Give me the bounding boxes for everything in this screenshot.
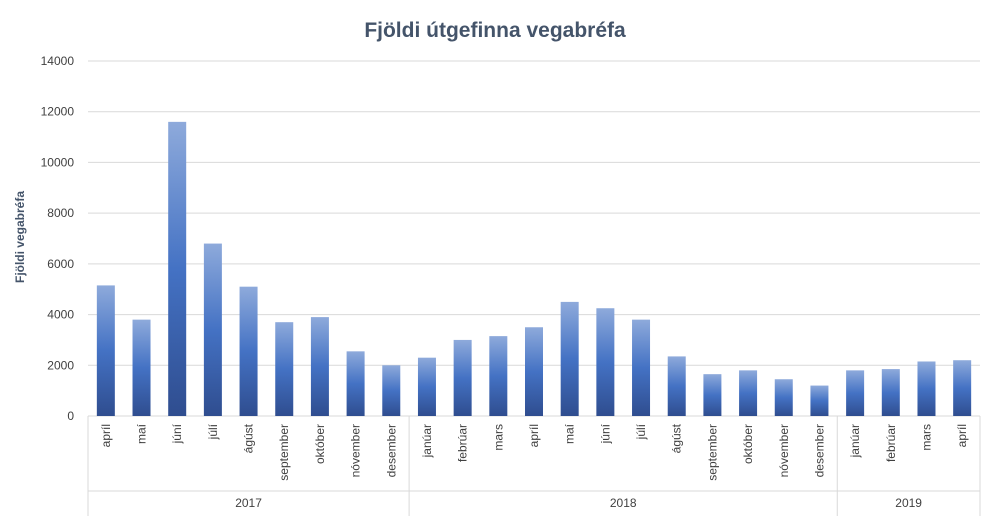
x-tick-label: apríl — [955, 424, 969, 447]
year-label: 2017 — [235, 496, 262, 510]
x-tick-label: mars — [919, 424, 933, 451]
bar — [239, 286, 258, 416]
x-tick-label: febrúar — [884, 424, 898, 462]
x-tick-label: júlí — [634, 423, 648, 440]
y-tick-label: 6000 — [47, 257, 74, 271]
chart-title: Fjöldi útgefinna vegabréfa — [364, 19, 626, 42]
x-tick-label: september — [277, 424, 291, 481]
x-tick-label: júní — [598, 423, 612, 444]
x-tick-label: nóvember — [349, 424, 363, 477]
bar — [774, 379, 793, 416]
bars — [96, 121, 972, 416]
bar — [382, 365, 401, 416]
y-axis-ticks: 0 2000 4000 6000 8000 10000 12000 14000 — [41, 54, 75, 423]
x-tick-label: ágúst — [670, 423, 684, 453]
y-tick-label: 12000 — [41, 105, 75, 119]
year-label: 2018 — [610, 496, 637, 510]
x-tick-label: júlí — [206, 423, 220, 440]
x-tick-label: september — [705, 424, 719, 481]
bar — [489, 336, 508, 416]
bar — [346, 351, 365, 416]
bar — [632, 319, 651, 416]
bar — [846, 370, 865, 416]
x-tick-label: nóvember — [777, 424, 791, 477]
y-tick-label: 2000 — [47, 358, 74, 372]
bar — [168, 121, 187, 416]
bar — [703, 374, 722, 416]
bar — [310, 317, 329, 416]
year-groups: 2017 2018 2019 — [87, 416, 981, 516]
y-tick-label: 4000 — [47, 308, 74, 322]
x-tick-label: ágúst — [242, 423, 256, 453]
year-label: 2019 — [895, 496, 922, 510]
y-tick-label: 14000 — [41, 54, 75, 68]
bar — [525, 327, 543, 416]
bar — [132, 319, 151, 416]
bar — [917, 361, 936, 416]
bar — [881, 369, 900, 416]
bar — [953, 360, 972, 416]
x-tick-label: apríl — [527, 424, 541, 447]
bar — [560, 301, 579, 416]
x-tick-label: maí — [135, 423, 149, 444]
x-tick-label: apríl — [99, 424, 113, 447]
x-tick-label: október — [313, 424, 327, 464]
y-tick-label: 0 — [67, 409, 74, 423]
x-tick-label: mars — [491, 424, 505, 451]
x-tick-label: janúar — [848, 424, 862, 458]
bar — [417, 357, 436, 416]
x-tick-label: desember — [384, 424, 398, 477]
bar — [739, 370, 758, 416]
bar — [453, 339, 472, 416]
bar — [275, 322, 294, 416]
x-tick-label: janúar — [420, 424, 434, 458]
x-tick-label: febrúar — [456, 424, 470, 462]
bar — [96, 285, 115, 416]
x-tick-label: október — [741, 424, 755, 464]
y-tick-label: 10000 — [41, 155, 75, 169]
bar — [667, 356, 686, 416]
bar — [596, 308, 615, 416]
bar — [810, 385, 829, 416]
x-axis-ticks: apríl maí júní júlí ágúst september október nóv… — [99, 423, 969, 480]
x-tick-label: júní — [170, 423, 184, 444]
gridlines — [88, 60, 980, 417]
x-tick-label: desember — [812, 424, 826, 477]
bar — [203, 243, 222, 416]
y-tick-label: 8000 — [47, 206, 74, 220]
y-axis-label: Fjöldi vegabréfa — [13, 191, 27, 283]
x-tick-label: maí — [563, 423, 577, 444]
